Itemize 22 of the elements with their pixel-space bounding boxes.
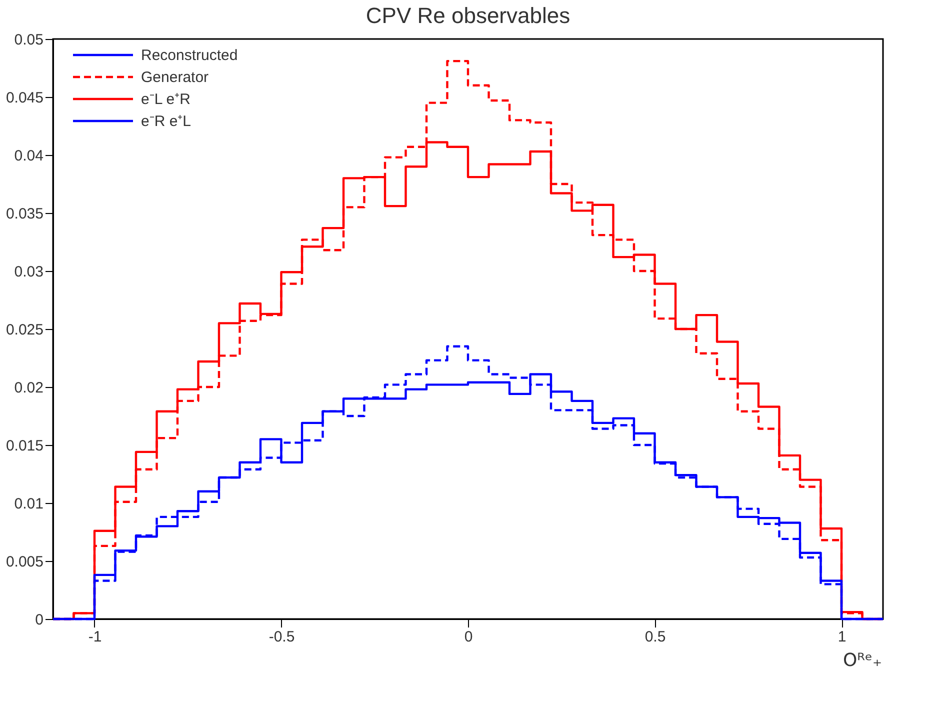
y-tick-label: 0.035 — [6, 206, 44, 222]
legend-label: e⁻L e⁺R — [141, 91, 191, 108]
x-tick-label: -0.5 — [268, 628, 295, 646]
y-tick-label: 0.015 — [6, 438, 44, 454]
y-tick-label: 0.04 — [14, 148, 44, 164]
y-tick-label: 0.02 — [14, 380, 44, 396]
y-tick-label: 0 — [35, 612, 44, 628]
x-axis-title: Oᴿᵉ₊ — [843, 650, 882, 671]
legend-label: e⁻R e⁺L — [141, 113, 192, 130]
y-tick-label: 0.005 — [6, 554, 44, 570]
y-tick-label: 0.045 — [6, 90, 44, 106]
annotation: Generator — [141, 69, 209, 86]
annotation: Reconstructed — [141, 47, 238, 64]
x-tick-label: 0.5 — [644, 628, 666, 646]
y-tick-label: 0.025 — [6, 322, 44, 338]
y-tick-label: 0.01 — [14, 496, 44, 512]
x-tick-label: 0 — [464, 628, 473, 646]
y-tick-label: 0.03 — [14, 264, 44, 280]
chart-title: CPV Re observables — [366, 3, 570, 28]
y-tick-label: 0.05 — [14, 32, 44, 48]
x-tick-label: 1 — [838, 628, 846, 646]
x-tick-label: -1 — [88, 628, 102, 646]
